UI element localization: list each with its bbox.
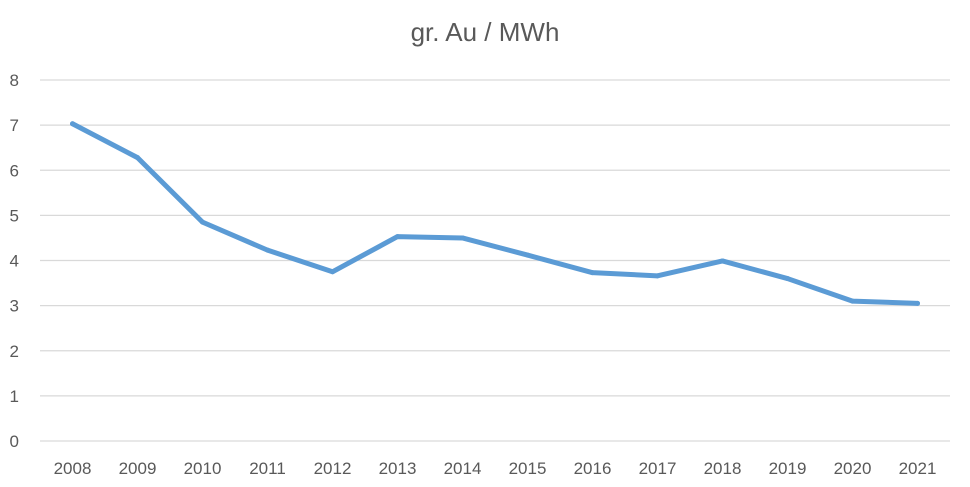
x-tick-label: 2014	[444, 459, 482, 478]
y-axis-ticks: 0 1 2 3 4 5 6 7 8	[10, 71, 19, 451]
x-tick-label: 2013	[379, 459, 417, 478]
data-point	[655, 273, 660, 279]
y-tick-label: 6	[10, 161, 19, 180]
x-axis-ticks: 2008 2009 2010 2011 2012 2013 2014 2015 2016 2017…	[54, 459, 937, 478]
data-point	[70, 121, 75, 127]
chart-title: gr. Au / MWh	[411, 17, 560, 47]
x-tick-label: 2011	[249, 459, 286, 478]
y-tick-label: 2	[10, 342, 19, 361]
x-tick-label: 2008	[54, 459, 92, 478]
x-tick-label: 2016	[574, 459, 612, 478]
data-point	[265, 247, 270, 253]
x-tick-label: 2015	[509, 459, 547, 478]
series-line-0	[70, 121, 920, 306]
data-point	[590, 270, 595, 276]
data-point	[200, 219, 205, 225]
data-point	[525, 252, 530, 258]
x-tick-label: 2017	[639, 459, 677, 478]
data-point	[460, 235, 465, 241]
y-tick-label: 1	[10, 387, 19, 406]
data-point	[135, 155, 140, 161]
y-tick-label: 0	[10, 432, 19, 451]
data-point	[330, 269, 335, 275]
y-tick-label: 8	[10, 71, 19, 90]
x-tick-label: 2020	[834, 459, 872, 478]
y-tick-label: 4	[10, 252, 19, 271]
data-point	[915, 300, 920, 306]
x-tick-label: 2018	[704, 459, 742, 478]
x-tick-label: 2012	[314, 459, 352, 478]
series-group	[70, 121, 920, 306]
data-point	[785, 276, 790, 282]
data-point	[720, 258, 725, 264]
x-tick-label: 2010	[184, 459, 222, 478]
y-tick-label: 3	[10, 297, 19, 316]
x-tick-label: 2021	[899, 459, 937, 478]
data-point	[850, 298, 855, 304]
gridlines	[40, 79, 950, 442]
y-tick-label: 7	[10, 116, 19, 135]
y-tick-label: 5	[10, 206, 19, 225]
x-tick-label: 2019	[769, 459, 807, 478]
x-tick-label: 2009	[119, 459, 157, 478]
data-point	[395, 234, 400, 240]
